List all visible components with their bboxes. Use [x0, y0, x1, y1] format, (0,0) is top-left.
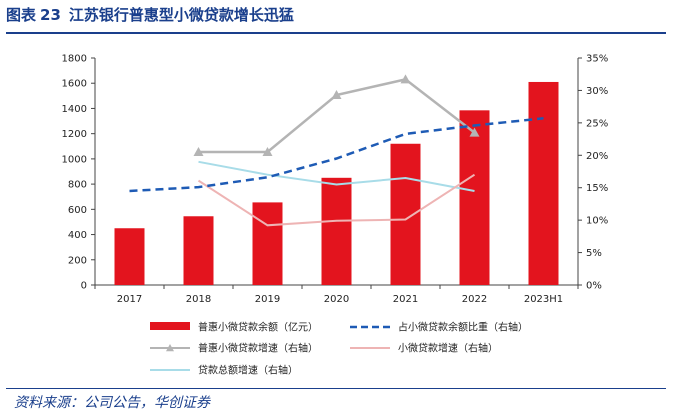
line-micro-loan-growth — [197, 173, 476, 227]
left-tick-label: 800 — [68, 180, 87, 191]
bar-balance — [114, 228, 145, 285]
figure-label: 图表 — [6, 6, 37, 24]
bar-balance — [252, 202, 283, 285]
footer-rule — [6, 388, 666, 389]
title-rule — [6, 32, 666, 34]
figure-number: 23 — [40, 6, 61, 24]
left-tick-label: 1200 — [62, 129, 87, 140]
line-inclusive-loan-growth-marker — [193, 147, 204, 157]
line-inclusive-loan-growth-marker — [331, 89, 342, 99]
line-share-of-micro-loans — [129, 117, 544, 193]
legend-inclusive-growth-marker — [166, 344, 174, 352]
right-tick-label: 0% — [586, 281, 602, 292]
x-tick-label: 2020 — [324, 294, 349, 305]
left-tick-label: 1000 — [62, 154, 87, 165]
right-tick-label: 25% — [586, 118, 608, 129]
left-tick-label: 200 — [68, 255, 87, 266]
left-tick-label: 1400 — [62, 104, 87, 115]
line-total-loan-growth — [198, 160, 475, 192]
line-inclusive-loan-growth-marker — [469, 127, 480, 137]
chart-title: 图表 23 江苏银行普惠型小微贷款增长迅猛 — [6, 4, 294, 25]
legend-share-label: 占小微贷款余额比重（右轴） — [398, 321, 528, 334]
bar-balance — [390, 143, 421, 285]
x-tick-label: 2019 — [255, 294, 280, 305]
line-inclusive-loan-growth-marker — [400, 74, 411, 84]
right-tick-label: 35% — [586, 54, 608, 65]
legend-balance-swatch — [150, 322, 190, 330]
legend-total-growth-label: 贷款总额增速（右轴） — [198, 364, 298, 377]
source-note: 资料来源：公司公告，华创证券 — [14, 395, 210, 411]
legend-balance-label: 普惠小微贷款余额（亿元） — [198, 321, 318, 334]
x-tick-label: 2021 — [393, 294, 418, 305]
right-tick-label: 15% — [586, 183, 608, 194]
x-tick-label: 2022 — [462, 294, 487, 305]
right-tick-label: 10% — [586, 216, 608, 227]
right-tick-label: 20% — [586, 151, 608, 162]
legend-micro-growth-label: 小微贷款增速（右轴） — [398, 342, 498, 355]
x-tick-label: 2018 — [186, 294, 211, 305]
bar-balance — [459, 110, 490, 285]
right-tick-label: 5% — [586, 248, 602, 259]
bar-balance — [528, 81, 559, 285]
bar-balance — [321, 177, 352, 285]
bar-balance — [183, 216, 214, 285]
line-inclusive-loan-growth-marker — [262, 147, 273, 157]
x-tick-label: 2017 — [117, 294, 142, 305]
left-tick-label: 1800 — [62, 54, 87, 65]
legend-inclusive-growth-label: 普惠小微贷款增速（右轴） — [198, 342, 318, 355]
left-tick-label: 400 — [68, 230, 87, 241]
right-tick-label: 30% — [586, 86, 608, 97]
left-tick-label: 1600 — [62, 79, 87, 90]
left-tick-label: 600 — [68, 205, 87, 216]
title-text: 江苏银行普惠型小微贷款增长迅猛 — [68, 6, 294, 24]
left-tick-label: 0 — [81, 281, 87, 292]
x-tick-label: 2023H1 — [524, 294, 563, 305]
